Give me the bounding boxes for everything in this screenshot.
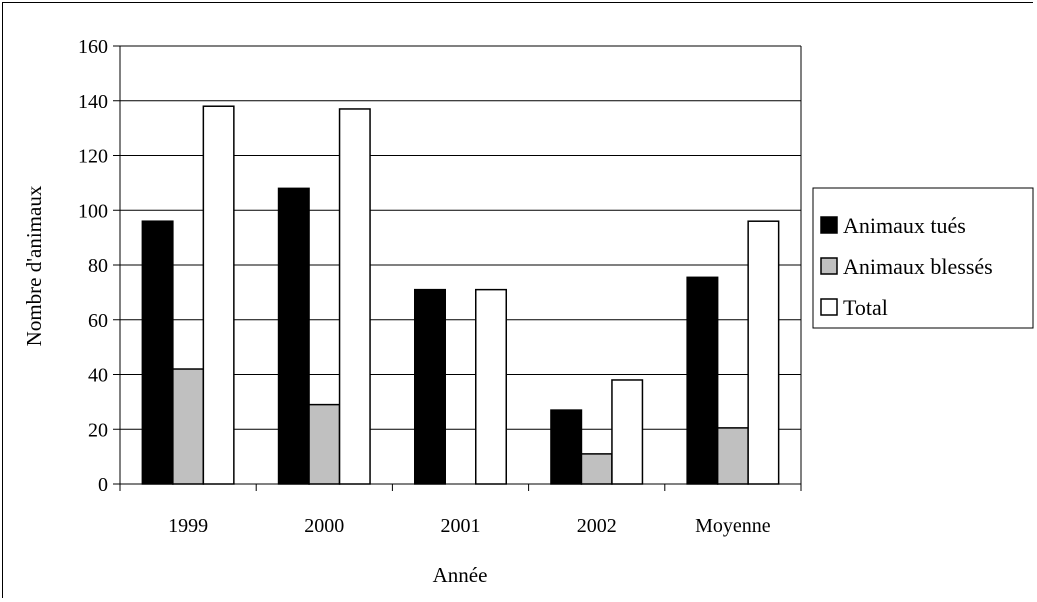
legend-swatch (820, 298, 838, 316)
axes (113, 45, 802, 491)
x-tick-label: 1999 (168, 515, 208, 537)
x-tick-label: 2001 (441, 515, 481, 537)
legend-label: Animaux tués (843, 213, 966, 238)
y-axis-title: Nombre d'animaux (22, 185, 46, 346)
bars (141, 105, 780, 485)
bar (202, 105, 235, 485)
legend-swatch (820, 216, 838, 234)
bar (277, 187, 310, 485)
bar (611, 379, 644, 485)
bar (686, 276, 719, 485)
legend: Animaux tués Animaux blessés Total (812, 187, 1034, 329)
y-tick-labels: 0 20 40 60 80 100 120 140 160 (78, 36, 108, 496)
y-tick-label: 0 (98, 474, 108, 496)
y-tick-label: 140 (78, 91, 108, 113)
legend-box (812, 187, 1034, 329)
bar (172, 368, 205, 485)
bar (338, 108, 371, 485)
y-tick-label: 120 (78, 146, 108, 168)
bar (747, 220, 780, 485)
x-tick-label: 2002 (577, 515, 617, 537)
x-tick-label: 2000 (304, 515, 344, 537)
bar (414, 288, 446, 485)
legend-swatch (820, 257, 838, 275)
bar (550, 409, 583, 485)
bar (580, 453, 613, 485)
y-tick-label: 40 (88, 365, 108, 387)
bar (716, 427, 749, 485)
y-tick-label: 80 (88, 255, 108, 277)
x-tick-label: Moyenne (695, 515, 771, 537)
bar (141, 220, 174, 485)
bar (308, 403, 341, 485)
y-tick-label: 160 (78, 36, 108, 58)
y-tick-label: 100 (78, 200, 108, 222)
y-tick-label: 20 (88, 419, 108, 441)
x-tick-labels: 1999 2000 2001 2002 Moyenne (168, 515, 771, 537)
x-axis-title: Année (433, 563, 488, 587)
legend-label: Total (843, 295, 888, 320)
bar (475, 288, 507, 485)
y-tick-label: 60 (88, 310, 108, 332)
legend-label: Animaux blessés (843, 254, 993, 279)
